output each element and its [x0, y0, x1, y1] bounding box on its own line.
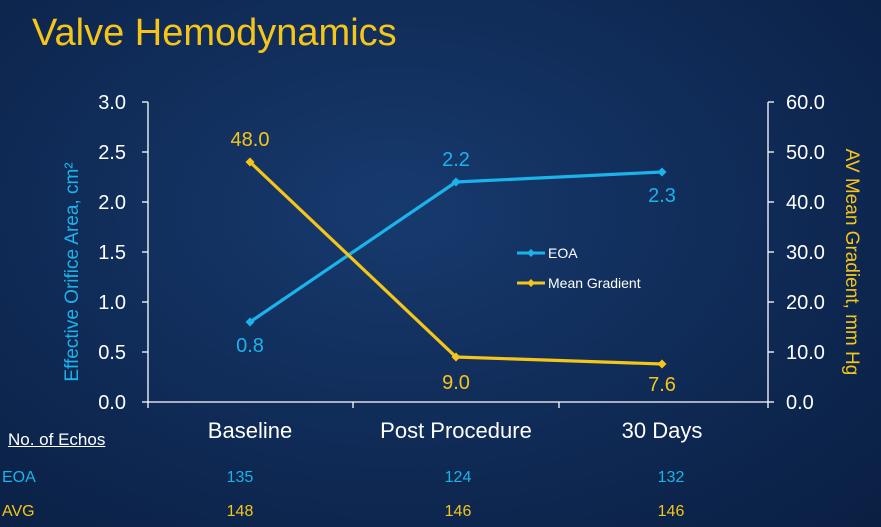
y-left-tick-label: 0.5 [98, 342, 126, 364]
echo-row-label: AVG [2, 503, 35, 520]
mean-gradient-data-label: 9.0 [442, 372, 470, 394]
legend-eoa-marker [527, 249, 535, 257]
eoa-data-point [657, 167, 667, 177]
mean-gradient-data-point [245, 157, 255, 167]
eoa-data-label: 2.2 [442, 149, 470, 171]
echo-row-value: 148 [226, 503, 254, 520]
eoa-data-point [245, 317, 255, 327]
mean-gradient-series-line [248, 160, 663, 366]
echo-row-label: EOA [2, 469, 36, 486]
echo-table-header: No. of Echos [8, 430, 106, 449]
mean-gradient-data-label: 7.6 [648, 374, 676, 396]
y-left-tick-label: 2.0 [98, 192, 126, 214]
y-right-tick-label: 10.0 [786, 342, 825, 364]
mean-gradient-data-point [657, 359, 667, 369]
echo-row-value: 146 [444, 503, 472, 520]
echo-row-value: 135 [226, 469, 254, 486]
y-right-tick-label: 50.0 [786, 142, 825, 164]
mean-gradient-data-point [451, 352, 461, 362]
slide-title: Valve Hemodynamics [32, 12, 397, 54]
y-right-axis-title: AV Mean Gradient, mm Hg [841, 149, 862, 376]
y-left-tick-label: 3.0 [98, 92, 126, 114]
y-right-tick-label: 60.0 [786, 92, 825, 114]
y-left-tick-label: 0.0 [98, 392, 126, 414]
eoa-data-label: 2.3 [648, 185, 676, 207]
eoa-data-point [451, 177, 461, 187]
y-right-tick-label: 40.0 [786, 192, 825, 214]
y-left-axis-title: Effective Orifice Area, cm² [62, 162, 83, 381]
eoa-series-line [249, 170, 663, 324]
y-right-tick-label: 0.0 [786, 392, 814, 414]
legend-mean-gradient-marker [527, 279, 535, 287]
eoa-data-label: 0.8 [236, 335, 264, 357]
legend-eoa-label: EOA [548, 245, 578, 261]
x-category-label: 30 Days [622, 418, 703, 443]
y-left-tick-label: 2.5 [98, 142, 126, 164]
legend-mean-gradient-label: Mean Gradient [548, 275, 641, 291]
y-left-tick-label: 1.5 [98, 242, 126, 264]
echo-row-value: 146 [657, 503, 685, 520]
y-right-tick-label: 30.0 [786, 242, 825, 264]
y-right-tick-label: 20.0 [786, 292, 825, 314]
y-left-tick-label: 1.0 [98, 292, 126, 314]
mean-gradient-data-label: 48.0 [231, 129, 270, 151]
echo-row-value: 124 [444, 469, 472, 486]
echo-row-value: 132 [657, 469, 685, 486]
x-category-label: Post Procedure [380, 418, 532, 443]
x-category-label: Baseline [208, 418, 292, 443]
